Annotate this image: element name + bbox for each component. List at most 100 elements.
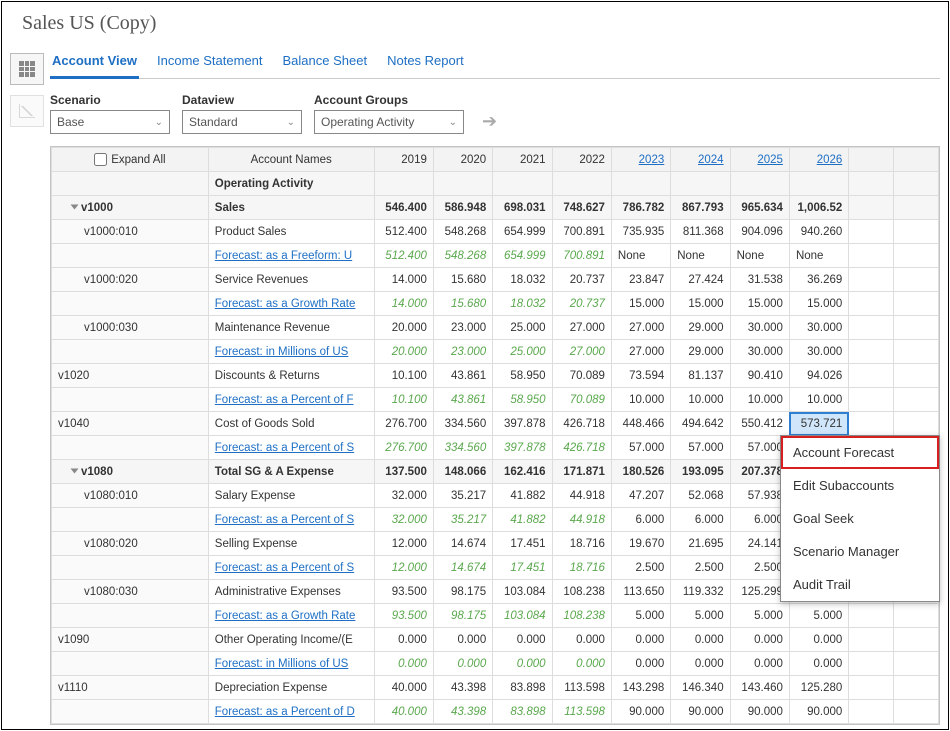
- value-cell[interactable]: 58.950: [493, 364, 552, 388]
- tab-account-view[interactable]: Account View: [50, 49, 139, 79]
- value-cell[interactable]: 14.674: [433, 532, 492, 556]
- value-cell[interactable]: 146.340: [671, 676, 730, 700]
- value-cell[interactable]: 334.560: [433, 412, 492, 436]
- value-cell[interactable]: 17.451: [493, 556, 552, 580]
- value-cell[interactable]: 108.238: [552, 580, 611, 604]
- value-cell[interactable]: 103.084: [493, 604, 552, 628]
- value-cell[interactable]: 23.847: [611, 268, 670, 292]
- value-cell[interactable]: 548.268: [433, 244, 492, 268]
- scenario-select[interactable]: Base⌄: [50, 110, 170, 134]
- value-cell[interactable]: 43.398: [433, 676, 492, 700]
- value-cell[interactable]: 143.460: [730, 676, 789, 700]
- value-cell[interactable]: 193.095: [671, 460, 730, 484]
- value-cell[interactable]: 5.000: [611, 604, 670, 628]
- value-cell[interactable]: 90.000: [789, 700, 848, 724]
- value-cell[interactable]: 93.500: [374, 604, 433, 628]
- go-button[interactable]: ➔: [476, 111, 503, 134]
- value-cell[interactable]: 14.000: [374, 268, 433, 292]
- value-cell[interactable]: 108.238: [552, 604, 611, 628]
- forecast-link[interactable]: Forecast: as a Freeform: U: [208, 244, 374, 268]
- value-cell[interactable]: 10.000: [611, 388, 670, 412]
- value-cell[interactable]: 397.878: [493, 412, 552, 436]
- context-menu-item-scenario-manager[interactable]: Scenario Manager: [781, 535, 939, 568]
- value-cell[interactable]: 5.000: [730, 604, 789, 628]
- value-cell[interactable]: 30.000: [789, 340, 848, 364]
- value-cell[interactable]: None: [789, 244, 848, 268]
- value-cell[interactable]: 904.096: [730, 220, 789, 244]
- value-cell[interactable]: 0.000: [493, 652, 552, 676]
- value-cell[interactable]: 43.398: [433, 700, 492, 724]
- value-cell[interactable]: 27.000: [552, 340, 611, 364]
- value-cell[interactable]: 0.000: [433, 652, 492, 676]
- value-cell[interactable]: 0.000: [611, 628, 670, 652]
- forecast-link[interactable]: Forecast: as a Percent of S: [208, 436, 374, 460]
- value-cell[interactable]: 90.000: [730, 700, 789, 724]
- value-cell[interactable]: 512.400: [374, 220, 433, 244]
- forecast-link[interactable]: Forecast: as a Percent of D: [208, 700, 374, 724]
- value-cell[interactable]: 47.207: [611, 484, 670, 508]
- value-cell[interactable]: 550.412: [730, 412, 789, 436]
- value-cell[interactable]: 113.598: [552, 700, 611, 724]
- value-cell[interactable]: 0.000: [789, 652, 848, 676]
- value-cell[interactable]: 20.000: [374, 316, 433, 340]
- value-cell[interactable]: 18.032: [493, 268, 552, 292]
- value-cell[interactable]: 426.718: [552, 436, 611, 460]
- value-cell[interactable]: 27.000: [611, 316, 670, 340]
- value-cell[interactable]: 148.066: [433, 460, 492, 484]
- value-cell[interactable]: 0.000: [433, 628, 492, 652]
- value-cell[interactable]: 15.000: [611, 292, 670, 316]
- value-cell[interactable]: 0.000: [671, 628, 730, 652]
- value-cell[interactable]: 40.000: [374, 676, 433, 700]
- value-cell[interactable]: 41.882: [493, 508, 552, 532]
- value-cell[interactable]: 103.084: [493, 580, 552, 604]
- value-cell[interactable]: 18.716: [552, 532, 611, 556]
- value-cell[interactable]: 32.000: [374, 484, 433, 508]
- value-cell[interactable]: 10.100: [374, 364, 433, 388]
- value-cell[interactable]: 32.000: [374, 508, 433, 532]
- value-cell[interactable]: 18.032: [493, 292, 552, 316]
- value-cell[interactable]: 0.000: [671, 652, 730, 676]
- value-cell[interactable]: 0.000: [730, 628, 789, 652]
- value-cell[interactable]: 44.918: [552, 508, 611, 532]
- value-cell[interactable]: 448.466: [611, 412, 670, 436]
- value-cell[interactable]: 98.175: [433, 580, 492, 604]
- value-cell[interactable]: 12.000: [374, 532, 433, 556]
- value-cell[interactable]: 14.000: [374, 292, 433, 316]
- value-cell[interactable]: 83.898: [493, 700, 552, 724]
- value-cell[interactable]: 811.368: [671, 220, 730, 244]
- dataview-select[interactable]: Standard⌄: [182, 110, 302, 134]
- value-cell[interactable]: 113.598: [552, 676, 611, 700]
- forecast-link[interactable]: Forecast: in Millions of US: [208, 652, 374, 676]
- value-cell[interactable]: 0.000: [493, 628, 552, 652]
- value-cell[interactable]: None: [671, 244, 730, 268]
- value-cell[interactable]: 143.298: [611, 676, 670, 700]
- value-cell[interactable]: 20.000: [374, 340, 433, 364]
- value-cell[interactable]: 698.031: [493, 196, 552, 220]
- value-cell[interactable]: 70.089: [552, 388, 611, 412]
- value-cell[interactable]: 0.000: [552, 652, 611, 676]
- value-cell[interactable]: 15.680: [433, 292, 492, 316]
- value-cell[interactable]: 1,006.52: [789, 196, 848, 220]
- value-cell[interactable]: 137.500: [374, 460, 433, 484]
- value-cell[interactable]: 276.700: [374, 412, 433, 436]
- value-cell[interactable]: 2.500: [611, 556, 670, 580]
- value-cell[interactable]: 15.680: [433, 268, 492, 292]
- grid-view-button[interactable]: [10, 53, 44, 85]
- value-cell[interactable]: 83.898: [493, 676, 552, 700]
- value-cell[interactable]: 29.000: [671, 316, 730, 340]
- value-cell[interactable]: 43.861: [433, 388, 492, 412]
- value-cell[interactable]: 30.000: [730, 316, 789, 340]
- value-cell[interactable]: 58.950: [493, 388, 552, 412]
- value-cell[interactable]: 748.627: [552, 196, 611, 220]
- value-cell[interactable]: 0.000: [374, 628, 433, 652]
- value-cell[interactable]: 15.000: [671, 292, 730, 316]
- value-cell[interactable]: 573.721: [789, 412, 848, 436]
- value-cell[interactable]: 10.000: [730, 388, 789, 412]
- value-cell[interactable]: 125.280: [789, 676, 848, 700]
- expand-all-checkbox[interactable]: [94, 153, 107, 166]
- value-cell[interactable]: 70.089: [552, 364, 611, 388]
- value-cell[interactable]: 31.538: [730, 268, 789, 292]
- value-cell[interactable]: 867.793: [671, 196, 730, 220]
- value-cell[interactable]: 35.217: [433, 508, 492, 532]
- value-cell[interactable]: 426.718: [552, 412, 611, 436]
